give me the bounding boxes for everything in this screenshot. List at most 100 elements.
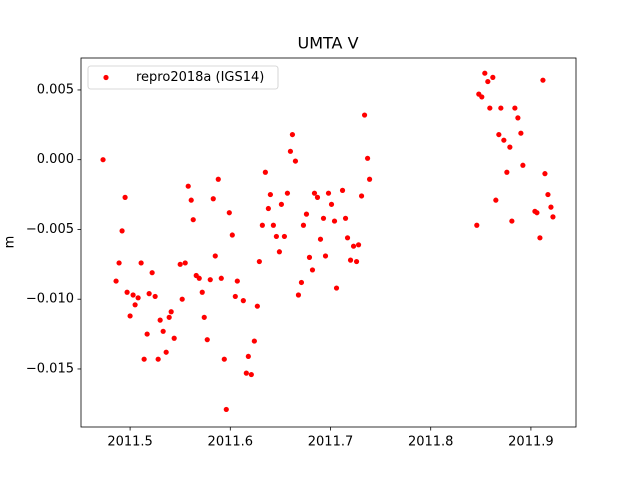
data-point bbox=[545, 191, 551, 198]
data-point bbox=[474, 222, 480, 228]
data-point bbox=[350, 243, 357, 249]
data-point bbox=[262, 169, 268, 175]
y-tick-label: −0.015 bbox=[26, 361, 74, 376]
legend: repro2018a (IGS14) bbox=[87, 65, 279, 90]
data-point bbox=[160, 328, 166, 334]
legend-box bbox=[87, 65, 279, 90]
data-point bbox=[479, 94, 485, 100]
data-point bbox=[344, 235, 351, 241]
data-point bbox=[482, 70, 488, 76]
y-tick-label: 0.005 bbox=[37, 82, 74, 97]
data-point bbox=[287, 148, 294, 154]
data-point bbox=[124, 289, 130, 295]
data-point bbox=[166, 314, 172, 320]
data-point bbox=[223, 406, 229, 413]
data-point bbox=[309, 267, 316, 273]
x-tick-label: 2011.7 bbox=[308, 435, 354, 450]
data-point bbox=[234, 278, 240, 284]
data-point bbox=[292, 158, 299, 164]
data-point bbox=[366, 176, 373, 182]
data-point bbox=[229, 232, 235, 238]
data-point bbox=[199, 289, 205, 295]
data-point bbox=[212, 253, 218, 259]
data-point bbox=[157, 317, 163, 323]
data-point bbox=[353, 258, 360, 265]
x-tick-label: 2011.6 bbox=[208, 435, 254, 450]
data-point bbox=[325, 190, 332, 196]
data-point bbox=[303, 211, 310, 217]
data-point bbox=[177, 261, 183, 267]
data-point bbox=[493, 197, 499, 203]
data-point bbox=[221, 356, 227, 362]
data-point bbox=[512, 105, 518, 111]
data-point bbox=[550, 214, 556, 220]
data-point bbox=[534, 210, 540, 216]
data-point bbox=[295, 292, 302, 298]
data-point bbox=[328, 201, 335, 207]
data-point bbox=[119, 228, 125, 234]
data-point bbox=[226, 210, 232, 216]
data-point bbox=[333, 285, 340, 291]
data-point bbox=[507, 144, 513, 150]
data-point bbox=[317, 236, 324, 242]
data-point bbox=[339, 187, 346, 193]
data-point bbox=[188, 197, 194, 203]
data-point bbox=[520, 162, 526, 168]
data-point bbox=[501, 137, 507, 143]
data-point bbox=[364, 155, 371, 161]
data-point bbox=[298, 279, 305, 286]
data-point bbox=[210, 196, 216, 202]
data-point bbox=[207, 277, 213, 283]
x-tick-label: 2011.8 bbox=[408, 435, 454, 450]
data-point bbox=[243, 370, 249, 376]
data-point bbox=[141, 356, 147, 362]
data-point bbox=[135, 295, 141, 301]
data-point bbox=[254, 303, 260, 309]
x-tick-label: 2011.9 bbox=[508, 435, 554, 450]
data-point bbox=[322, 253, 329, 259]
data-point bbox=[273, 233, 279, 240]
data-point bbox=[179, 296, 185, 302]
y-tick-label: 0.000 bbox=[37, 152, 74, 167]
data-point bbox=[278, 201, 285, 207]
data-point bbox=[204, 337, 210, 343]
data-point bbox=[185, 183, 191, 189]
data-point bbox=[311, 190, 318, 196]
data-point bbox=[496, 131, 502, 138]
data-point bbox=[265, 205, 271, 212]
data-point bbox=[144, 331, 150, 337]
data-point bbox=[306, 254, 313, 260]
data-point bbox=[171, 335, 177, 341]
data-point bbox=[127, 313, 133, 319]
data-point bbox=[100, 157, 106, 163]
data-point bbox=[361, 112, 368, 118]
y-tick-label: −0.010 bbox=[26, 292, 74, 307]
data-point bbox=[190, 217, 196, 223]
axes-frame bbox=[80, 57, 577, 428]
legend-marker bbox=[103, 74, 109, 81]
data-point bbox=[537, 235, 543, 241]
data-point bbox=[218, 275, 224, 281]
data-point bbox=[122, 194, 128, 200]
data-point bbox=[487, 105, 493, 111]
data-point bbox=[284, 190, 291, 196]
data-point bbox=[281, 233, 288, 240]
data-point bbox=[347, 257, 354, 263]
data-point bbox=[232, 293, 238, 300]
data-point bbox=[320, 215, 327, 221]
data-point bbox=[498, 105, 504, 111]
data-point bbox=[518, 130, 524, 136]
data-point bbox=[132, 302, 138, 308]
data-point bbox=[276, 249, 283, 255]
data-point bbox=[256, 258, 262, 265]
data-point bbox=[146, 291, 152, 297]
data-point bbox=[504, 169, 510, 175]
y-tick-label: −0.005 bbox=[26, 222, 74, 237]
data-point bbox=[314, 194, 321, 200]
data-point bbox=[201, 314, 207, 320]
data-point bbox=[358, 193, 365, 199]
data-point bbox=[331, 218, 338, 224]
data-point bbox=[130, 292, 136, 298]
data-point bbox=[548, 204, 554, 210]
data-point bbox=[168, 309, 174, 315]
